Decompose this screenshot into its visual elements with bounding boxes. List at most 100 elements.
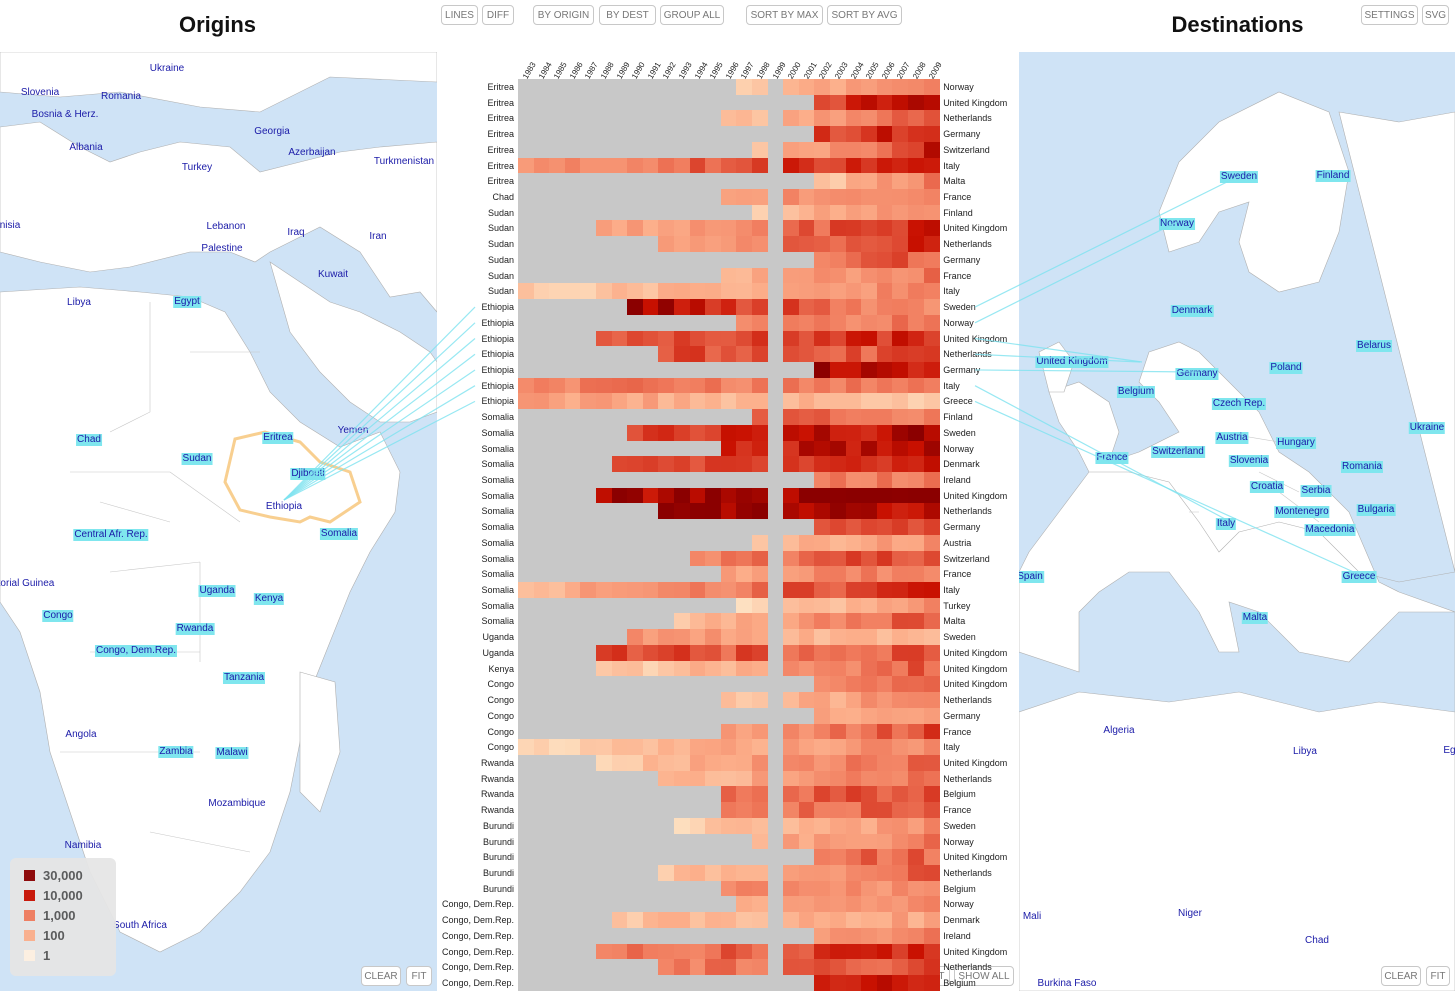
heatmap-cell[interactable] bbox=[783, 676, 800, 693]
heatmap-cell[interactable] bbox=[658, 330, 675, 347]
heatmap-cell[interactable] bbox=[908, 660, 925, 677]
heatmap-cell[interactable] bbox=[580, 424, 597, 441]
heatmap-cell[interactable] bbox=[549, 896, 566, 913]
heatmap-cell[interactable] bbox=[736, 361, 753, 379]
heatmap-cell[interactable] bbox=[752, 566, 769, 583]
heatmap-cell[interactable] bbox=[627, 754, 644, 772]
heatmap-cell[interactable] bbox=[876, 110, 893, 127]
heatmap-cell[interactable] bbox=[627, 817, 644, 834]
heatmap-cell[interactable] bbox=[611, 754, 628, 772]
heatmap-cell[interactable] bbox=[736, 644, 753, 662]
heatmap-cell[interactable] bbox=[596, 896, 613, 913]
heatmap-cell[interactable] bbox=[767, 110, 784, 127]
heatmap-cell[interactable] bbox=[596, 424, 613, 441]
heatmap-cell[interactable] bbox=[518, 692, 535, 709]
map-label-germany[interactable]: Germany bbox=[1175, 368, 1219, 380]
heatmap-cell[interactable] bbox=[674, 817, 691, 834]
heatmap-cell[interactable] bbox=[830, 975, 847, 991]
heatmap-cell[interactable] bbox=[908, 503, 925, 520]
heatmap-cell[interactable] bbox=[814, 959, 831, 976]
map-label-kuwait[interactable]: Kuwait bbox=[317, 269, 349, 280]
heatmap-cell[interactable] bbox=[798, 739, 815, 756]
heatmap-cell[interactable] bbox=[923, 613, 940, 630]
heatmap-cell[interactable] bbox=[518, 346, 535, 363]
heatmap-cell[interactable] bbox=[736, 739, 753, 756]
heatmap-cell[interactable] bbox=[752, 629, 769, 646]
heatmap-cell[interactable] bbox=[580, 770, 597, 787]
heatmap-cell[interactable] bbox=[611, 141, 628, 158]
map-label-sudan[interactable]: Sudan bbox=[181, 453, 213, 465]
heatmap-cell[interactable] bbox=[564, 330, 581, 347]
heatmap-cell[interactable] bbox=[908, 456, 925, 473]
heatmap-cell[interactable] bbox=[783, 314, 800, 331]
heatmap-cell[interactable] bbox=[830, 692, 847, 709]
destination-row-label[interactable]: Switzerland bbox=[943, 553, 990, 564]
heatmap-cell[interactable] bbox=[627, 723, 644, 740]
heatmap-cell[interactable] bbox=[580, 534, 597, 551]
heatmap-cell[interactable] bbox=[845, 754, 862, 772]
heatmap-cell[interactable] bbox=[518, 959, 535, 976]
heatmap-cell[interactable] bbox=[518, 707, 535, 724]
heatmap-cell[interactable] bbox=[861, 424, 878, 441]
heatmap-cell[interactable] bbox=[783, 927, 800, 944]
heatmap-cell[interactable] bbox=[845, 283, 862, 300]
map-label-congo[interactable]: Congo bbox=[42, 610, 74, 622]
heatmap-cell[interactable] bbox=[798, 267, 815, 284]
heatmap-cell[interactable] bbox=[783, 472, 800, 489]
heatmap-cell[interactable] bbox=[549, 613, 566, 630]
heatmap-cell[interactable] bbox=[798, 629, 815, 646]
heatmap-cell[interactable] bbox=[767, 94, 784, 111]
heatmap-cell[interactable] bbox=[611, 220, 628, 237]
heatmap-cell[interactable] bbox=[798, 707, 815, 724]
heatmap-cell[interactable] bbox=[642, 896, 659, 913]
heatmap-cell[interactable] bbox=[705, 660, 722, 677]
heatmap-cell[interactable] bbox=[705, 550, 722, 567]
heatmap-cell[interactable] bbox=[908, 346, 925, 363]
heatmap-cell[interactable] bbox=[689, 141, 706, 158]
heatmap-cell[interactable] bbox=[564, 739, 581, 756]
heatmap-cell[interactable] bbox=[518, 770, 535, 787]
diff-button[interactable]: DIFF bbox=[482, 5, 514, 25]
heatmap-cell[interactable] bbox=[658, 754, 675, 772]
heatmap-cell[interactable] bbox=[611, 361, 628, 379]
heatmap-cell[interactable] bbox=[798, 251, 815, 269]
heatmap-cell[interactable] bbox=[892, 314, 909, 331]
heatmap-cell[interactable] bbox=[892, 472, 909, 489]
heatmap-cell[interactable] bbox=[705, 220, 722, 237]
heatmap-cell[interactable] bbox=[830, 487, 847, 504]
heatmap-cell[interactable] bbox=[736, 141, 753, 158]
heatmap-cell[interactable] bbox=[752, 314, 769, 331]
heatmap-cell[interactable] bbox=[892, 597, 909, 614]
heatmap-cell[interactable] bbox=[564, 393, 581, 410]
heatmap-cell[interactable] bbox=[892, 330, 909, 347]
heatmap-cell[interactable] bbox=[767, 440, 784, 457]
heatmap-cell[interactable] bbox=[798, 817, 815, 834]
heatmap-cell[interactable] bbox=[736, 692, 753, 709]
heatmap-cell[interactable] bbox=[845, 896, 862, 913]
map-label-uganda[interactable]: Uganda bbox=[198, 585, 236, 597]
heatmap-cell[interactable] bbox=[518, 409, 535, 426]
destination-row-label[interactable]: Austria bbox=[943, 537, 972, 548]
heatmap-cell[interactable] bbox=[549, 141, 566, 158]
heatmap-cell[interactable] bbox=[720, 975, 737, 991]
heatmap-cell[interactable] bbox=[923, 440, 940, 457]
heatmap-cell[interactable] bbox=[642, 79, 659, 96]
heatmap-cell[interactable] bbox=[549, 865, 566, 882]
heatmap-cell[interactable] bbox=[923, 770, 940, 787]
heatmap-cell[interactable] bbox=[908, 802, 925, 819]
heatmap-cell[interactable] bbox=[861, 723, 878, 740]
heatmap-cell[interactable] bbox=[658, 865, 675, 882]
heatmap-cell[interactable] bbox=[798, 786, 815, 803]
heatmap-cell[interactable] bbox=[549, 739, 566, 756]
heatmap-cell[interactable] bbox=[830, 440, 847, 457]
heatmap-cell[interactable] bbox=[627, 173, 644, 190]
heatmap-cell[interactable] bbox=[798, 110, 815, 127]
heatmap-cell[interactable] bbox=[642, 361, 659, 379]
heatmap-cell[interactable] bbox=[580, 707, 597, 724]
heatmap-cell[interactable] bbox=[596, 204, 613, 221]
heatmap-cell[interactable] bbox=[549, 817, 566, 834]
map-label-iraq[interactable]: Iraq bbox=[287, 227, 305, 238]
heatmap-cell[interactable] bbox=[923, 644, 940, 662]
map-label-finland[interactable]: Finland bbox=[1315, 170, 1351, 182]
heatmap-cell[interactable] bbox=[611, 330, 628, 347]
